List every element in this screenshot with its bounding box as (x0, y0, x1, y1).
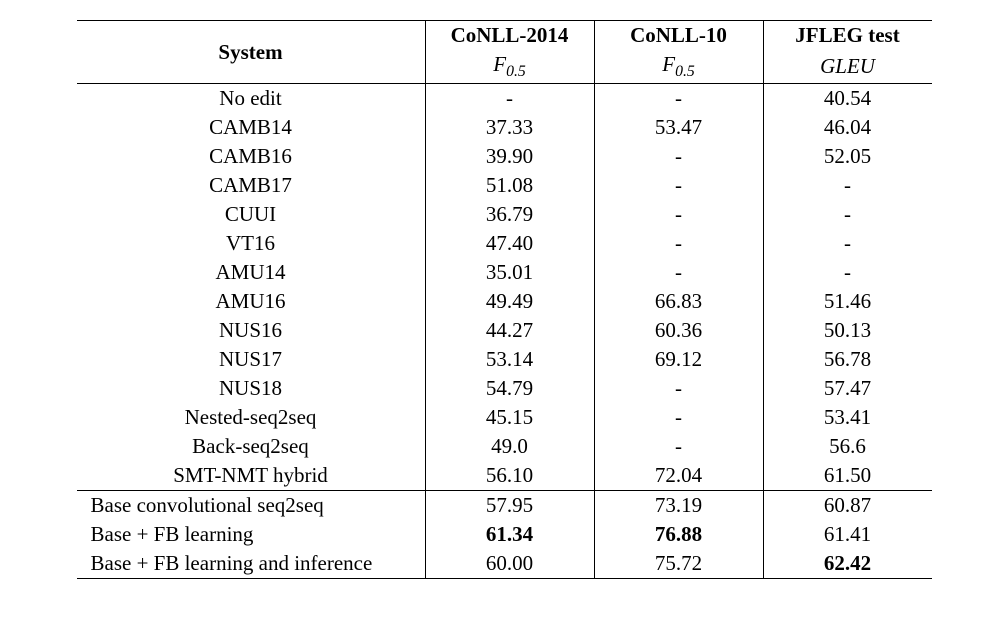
cell-value: 49.0 (425, 432, 594, 461)
cell-value: - (763, 229, 932, 258)
table-row: Back-seq2seq49.0-56.6 (77, 432, 932, 461)
cell-value: 61.50 (763, 461, 932, 491)
cell-value: 56.10 (425, 461, 594, 491)
cell-value: 52.05 (763, 142, 932, 171)
cell-value: 53.14 (425, 345, 594, 374)
header-col3-metric: GLEU (763, 50, 932, 84)
header-col3-name: JFLEG test (763, 21, 932, 51)
cell-value: 51.46 (763, 287, 932, 316)
cell-value: 40.54 (763, 84, 932, 114)
table-row: VT1647.40-- (77, 229, 932, 258)
cell-value: - (594, 229, 763, 258)
cell-value: 47.40 (425, 229, 594, 258)
table-body: No edit--40.54CAMB1437.3353.4746.04CAMB1… (77, 84, 932, 579)
cell-system: SMT-NMT hybrid (77, 461, 426, 491)
cell-system: Back-seq2seq (77, 432, 426, 461)
cell-system: VT16 (77, 229, 426, 258)
table-row: No edit--40.54 (77, 84, 932, 114)
cell-system: CUUI (77, 200, 426, 229)
cell-value: 44.27 (425, 316, 594, 345)
cell-value: 53.41 (763, 403, 932, 432)
cell-value: 69.12 (594, 345, 763, 374)
cell-value: 53.47 (594, 113, 763, 142)
cell-value: - (594, 171, 763, 200)
cell-system: CAMB17 (77, 171, 426, 200)
cell-system: Base + FB learning (77, 520, 426, 549)
header-col2-name: CoNLL-10 (594, 21, 763, 51)
cell-system: AMU14 (77, 258, 426, 287)
cell-value: 60.87 (763, 491, 932, 521)
table-row: CUUI36.79-- (77, 200, 932, 229)
table-row: Base + FB learning61.3476.8861.41 (77, 520, 932, 549)
cell-value: 49.49 (425, 287, 594, 316)
results-table: System CoNLL-2014 CoNLL-10 JFLEG test F0… (77, 20, 932, 579)
table-row: Nested-seq2seq45.15-53.41 (77, 403, 932, 432)
cell-system: NUS17 (77, 345, 426, 374)
cell-value: 61.41 (763, 520, 932, 549)
cell-value: 45.15 (425, 403, 594, 432)
cell-value: 46.04 (763, 113, 932, 142)
cell-value: 57.47 (763, 374, 932, 403)
header-system: System (77, 21, 426, 84)
cell-value: - (594, 258, 763, 287)
cell-system: Base convolutional seq2seq (77, 491, 426, 521)
table-row: AMU1435.01-- (77, 258, 932, 287)
cell-value: 60.36 (594, 316, 763, 345)
cell-value: - (763, 171, 932, 200)
cell-value: 50.13 (763, 316, 932, 345)
table-row: Base convolutional seq2seq57.9573.1960.8… (77, 491, 932, 521)
table-row: NUS1753.1469.1256.78 (77, 345, 932, 374)
cell-value: 61.34 (425, 520, 594, 549)
cell-value: - (425, 84, 594, 114)
table-row: CAMB1751.08-- (77, 171, 932, 200)
cell-value: 36.79 (425, 200, 594, 229)
cell-value: - (763, 200, 932, 229)
cell-value: 37.33 (425, 113, 594, 142)
cell-value: 54.79 (425, 374, 594, 403)
table-row: Base + FB learning and inference60.0075.… (77, 549, 932, 579)
table-row: NUS1854.79-57.47 (77, 374, 932, 403)
cell-system: NUS16 (77, 316, 426, 345)
cell-value: - (594, 374, 763, 403)
cell-system: NUS18 (77, 374, 426, 403)
table-row: SMT-NMT hybrid56.1072.0461.50 (77, 461, 932, 491)
cell-value: 73.19 (594, 491, 763, 521)
cell-system: No edit (77, 84, 426, 114)
cell-value: 56.78 (763, 345, 932, 374)
cell-value: - (594, 403, 763, 432)
cell-value: 76.88 (594, 520, 763, 549)
cell-value: 39.90 (425, 142, 594, 171)
cell-value: 75.72 (594, 549, 763, 579)
cell-value: 56.6 (763, 432, 932, 461)
header-col2-metric: F0.5 (594, 50, 763, 84)
cell-value: 60.00 (425, 549, 594, 579)
cell-value: - (763, 258, 932, 287)
table-row: CAMB1639.90-52.05 (77, 142, 932, 171)
cell-value: 35.01 (425, 258, 594, 287)
cell-system: Base + FB learning and inference (77, 549, 426, 579)
cell-value: - (594, 200, 763, 229)
table-row: CAMB1437.3353.4746.04 (77, 113, 932, 142)
cell-value: 57.95 (425, 491, 594, 521)
cell-system: AMU16 (77, 287, 426, 316)
cell-system: Nested-seq2seq (77, 403, 426, 432)
header-col1-metric: F0.5 (425, 50, 594, 84)
table-row: NUS1644.2760.3650.13 (77, 316, 932, 345)
cell-value: - (594, 142, 763, 171)
cell-value: - (594, 432, 763, 461)
cell-value: 66.83 (594, 287, 763, 316)
cell-value: 51.08 (425, 171, 594, 200)
header-col1-name: CoNLL-2014 (425, 21, 594, 51)
table-row: AMU1649.4966.8351.46 (77, 287, 932, 316)
cell-value: 72.04 (594, 461, 763, 491)
cell-system: CAMB16 (77, 142, 426, 171)
cell-value: 62.42 (763, 549, 932, 579)
cell-value: - (594, 84, 763, 114)
cell-system: CAMB14 (77, 113, 426, 142)
